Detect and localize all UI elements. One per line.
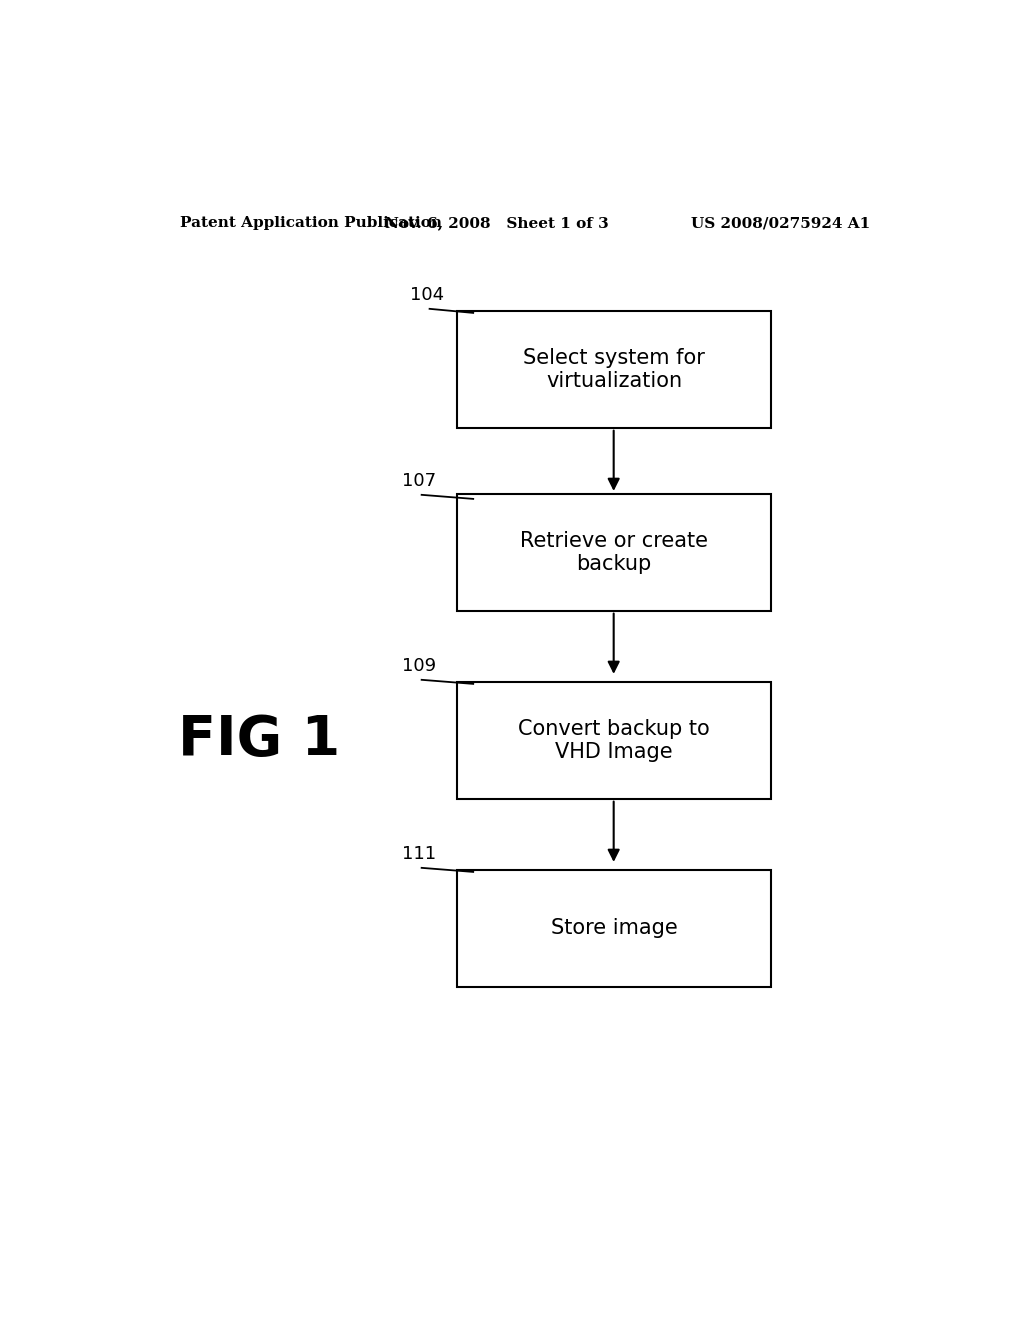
Bar xyxy=(458,494,771,611)
Text: 111: 111 xyxy=(401,845,436,863)
Bar xyxy=(458,870,771,987)
Text: Patent Application Publication: Patent Application Publication xyxy=(179,216,441,231)
Text: Convert backup to
VHD Image: Convert backup to VHD Image xyxy=(518,718,710,762)
Text: FIG 1: FIG 1 xyxy=(178,713,340,767)
Bar xyxy=(458,312,771,428)
Text: Select system for
virtualization: Select system for virtualization xyxy=(523,347,705,391)
Text: 107: 107 xyxy=(401,471,436,490)
Bar xyxy=(458,682,771,799)
Text: Store image: Store image xyxy=(551,919,678,939)
Text: US 2008/0275924 A1: US 2008/0275924 A1 xyxy=(691,216,870,231)
Text: Nov. 6, 2008   Sheet 1 of 3: Nov. 6, 2008 Sheet 1 of 3 xyxy=(385,216,609,231)
Text: Retrieve or create
backup: Retrieve or create backup xyxy=(520,531,708,574)
Text: 109: 109 xyxy=(401,657,436,675)
Text: 104: 104 xyxy=(410,285,443,304)
